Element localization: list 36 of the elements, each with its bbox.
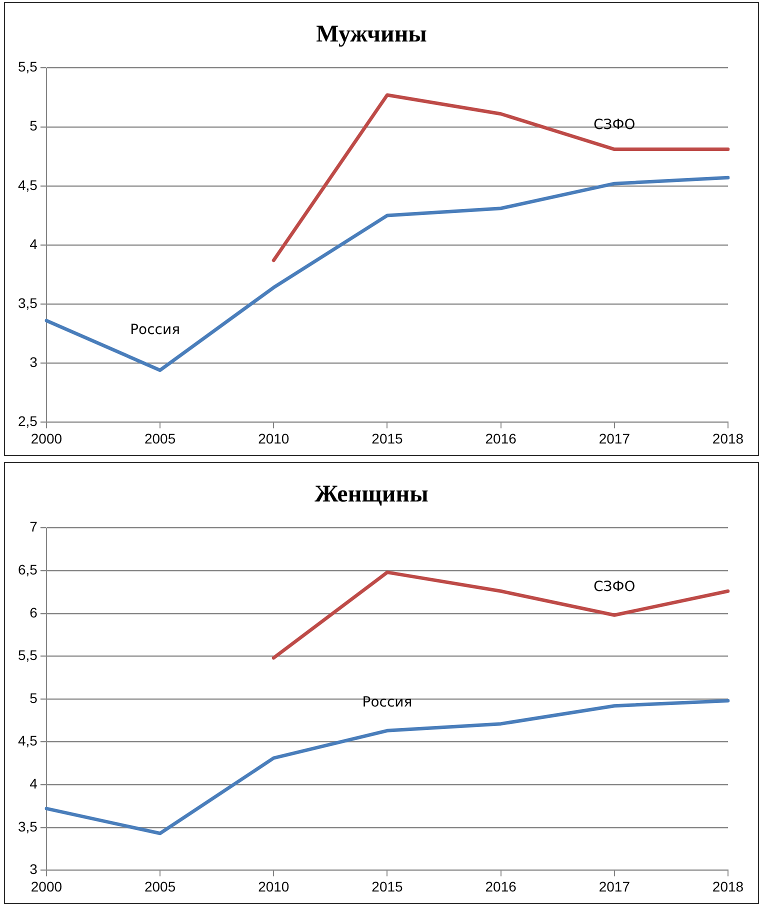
y-tick-label: 6,5 [18, 561, 38, 578]
y-tick-label: 4,5 [18, 176, 38, 193]
x-tick-label: 2005 [144, 878, 176, 894]
x-tick-label: 2015 [372, 430, 404, 446]
x-tick-label: 2018 [712, 430, 744, 446]
y-tick-label: 5,5 [18, 647, 38, 664]
x-tick-label: 2005 [144, 430, 176, 446]
x-tick-label: 2017 [598, 430, 630, 446]
x-tick-label: 2010 [258, 430, 290, 446]
y-tick-label: 3 [30, 354, 38, 370]
series-label: Россия [362, 694, 412, 710]
series-label: СЗФО [593, 578, 636, 595]
y-tick-label: 2,5 [18, 413, 38, 430]
y-tick-label: 4 [30, 236, 38, 252]
series-label: Россия [130, 322, 180, 338]
x-tick-label: 2017 [598, 878, 630, 894]
y-tick-label: 6 [30, 604, 38, 620]
y-tick-label: 3 [30, 861, 38, 878]
y-tick-label: 7 [30, 518, 38, 535]
x-tick-label: 2016 [485, 430, 517, 446]
x-tick-label: 2010 [258, 878, 290, 894]
x-tick-label: 2018 [712, 878, 744, 894]
x-tick-label: 2015 [372, 878, 404, 894]
y-tick-label: 4 [30, 775, 38, 792]
x-tick-label: 2016 [485, 878, 517, 894]
x-tick-label: 2000 [30, 878, 62, 894]
y-tick-label: 5 [30, 690, 38, 706]
y-tick-label: 5 [30, 118, 38, 134]
y-tick-label: 4,5 [18, 732, 38, 749]
y-tick-label: 3,5 [18, 294, 38, 311]
chart-title: Мужчины [316, 22, 428, 48]
y-tick-label: 3,5 [18, 818, 38, 834]
x-tick-label: 2000 [30, 430, 62, 446]
y-tick-label: 5,5 [18, 58, 38, 75]
chart-title: Женщины [314, 482, 429, 508]
series-label: СЗФО [593, 116, 636, 133]
